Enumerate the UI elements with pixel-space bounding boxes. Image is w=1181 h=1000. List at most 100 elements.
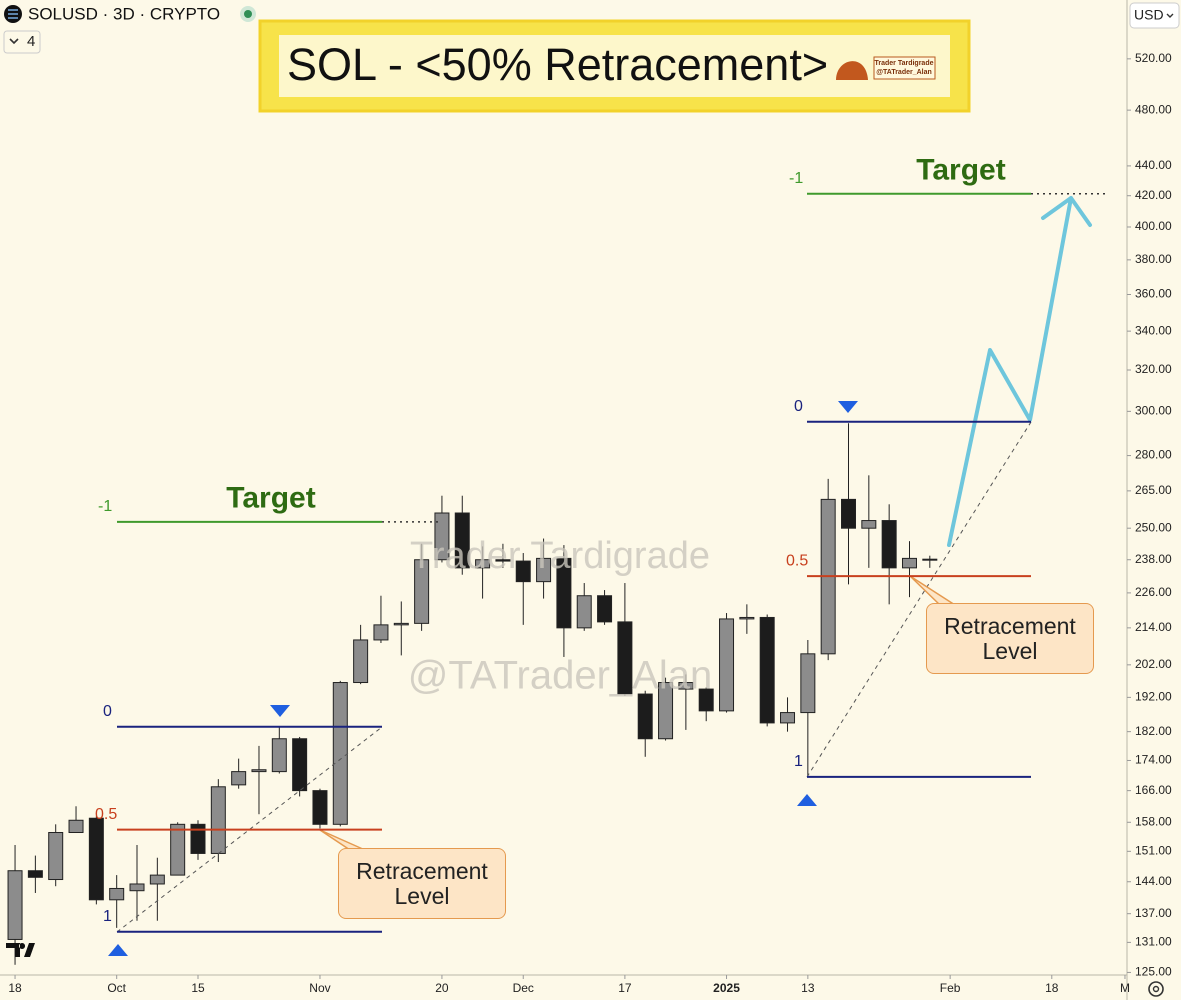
candle-body: [231, 771, 247, 786]
candle-body: [210, 786, 226, 854]
candle-body: [495, 559, 511, 562]
x-tick-label: 13: [801, 981, 815, 995]
candle-body: [434, 512, 450, 561]
symbol: SOLUSD · 3D · CRYPTO: [28, 4, 220, 23]
candle-body: [617, 621, 633, 695]
fib-level-label: -1: [789, 170, 803, 187]
y-tick-label: 360.00: [1135, 287, 1172, 301]
price-axis-bg: [1127, 0, 1181, 1000]
fib-level-label: 1: [794, 753, 803, 770]
candle-body: [597, 595, 613, 623]
y-tick-label: 238.00: [1135, 552, 1172, 566]
currency-button[interactable]: [1129, 2, 1180, 29]
x-tick-label: Feb: [940, 981, 961, 995]
y-tick-label: 400.00: [1135, 219, 1172, 233]
logo-handle: @TATrader_Alan: [876, 69, 932, 76]
y-tick-label: 250.00: [1135, 520, 1172, 534]
y-tick-label: 480.00: [1135, 102, 1172, 116]
y-tick-label: 300.00: [1135, 404, 1172, 418]
y-tick-label: 280.00: [1135, 448, 1172, 462]
fib-level-label: 0: [794, 398, 803, 415]
y-tick-label: 380.00: [1135, 252, 1172, 266]
y-tick-label: 340.00: [1135, 323, 1172, 337]
status-dot: [244, 10, 252, 18]
pivot-low: [108, 944, 128, 956]
y-tick-label: 182.00: [1135, 724, 1172, 738]
tv-logo: [6, 943, 35, 957]
candle-body: [149, 874, 165, 885]
fib-level-label: -1: [98, 498, 112, 515]
candle-body: [901, 557, 917, 569]
candle-body: [556, 557, 572, 629]
candle-body: [861, 520, 877, 529]
callout-pointer: [319, 829, 366, 851]
pivot-high: [270, 705, 290, 717]
y-tick-label: 144.00: [1135, 874, 1172, 888]
indicator-toggle[interactable]: [3, 30, 41, 54]
candle-body: [27, 870, 43, 878]
candle-body: [454, 512, 470, 569]
fib-level-label: 1: [103, 908, 112, 925]
x-tick-label: M: [1120, 981, 1130, 995]
x-tick-label: Dec: [513, 981, 534, 995]
callout: Retracement Level: [926, 603, 1094, 674]
currency: USD: [1134, 7, 1164, 23]
title-panel: [279, 35, 950, 97]
x-tick-label: 20: [435, 981, 449, 995]
candle-body: [922, 558, 938, 561]
candle-body: [414, 559, 430, 624]
candle-body: [109, 887, 125, 901]
candle-body: [536, 557, 552, 583]
candle-body: [759, 616, 775, 724]
candle-body: [170, 823, 186, 876]
y-tick-label: 151.00: [1135, 843, 1172, 857]
y-tick-label: 192.00: [1135, 690, 1172, 704]
indicator-count: 4: [27, 33, 35, 50]
x-tick-label: 2025: [713, 981, 740, 995]
candle-body: [515, 560, 531, 583]
trend-line: [806, 421, 1032, 778]
pivot-high: [838, 401, 858, 413]
logo-mark: [836, 61, 868, 80]
y-tick-label: 265.00: [1135, 483, 1172, 497]
x-tick-label: 17: [618, 981, 632, 995]
candle-body: [719, 618, 735, 712]
y-tick-label: 131.00: [1135, 935, 1172, 949]
candle-body: [7, 870, 23, 940]
candle-body: [292, 738, 308, 792]
candle-body: [881, 520, 897, 569]
logo-name: Trader Tardigrade: [874, 60, 933, 67]
candle-body: [271, 738, 287, 773]
candle-body: [48, 832, 64, 881]
settings-icon-core: [1152, 985, 1160, 993]
y-tick-label: 166.00: [1135, 783, 1172, 797]
candle-body: [841, 498, 857, 529]
candle-body: [353, 639, 369, 684]
settings-icon[interactable]: [1148, 981, 1164, 997]
candle-body: [637, 693, 653, 740]
candle-body: [658, 682, 674, 740]
y-tick-label: 214.00: [1135, 620, 1172, 634]
fib-level-label: 0: [103, 703, 112, 720]
y-tick-label: 137.00: [1135, 906, 1172, 920]
y-tick-label: 125.00: [1135, 965, 1172, 979]
y-tick-label: 158.00: [1135, 814, 1172, 828]
target-label: Target: [916, 154, 1005, 187]
x-tick-label: 18: [1045, 981, 1059, 995]
candle-body: [373, 624, 389, 641]
candle-body: [190, 823, 206, 854]
x-tick-label: Oct: [107, 981, 126, 995]
candle-body: [698, 688, 714, 712]
y-tick-label: 320.00: [1135, 362, 1172, 376]
target-label: Target: [226, 482, 315, 515]
callout-pointer: [909, 575, 958, 606]
y-tick-label: 520.00: [1135, 51, 1172, 65]
y-tick-label: 202.00: [1135, 657, 1172, 671]
candle-body: [251, 769, 267, 773]
candle-body: [393, 622, 409, 626]
title: SOL - <50% Retracement>: [287, 39, 828, 90]
candle-body: [88, 817, 104, 901]
candle-body: [780, 712, 796, 724]
